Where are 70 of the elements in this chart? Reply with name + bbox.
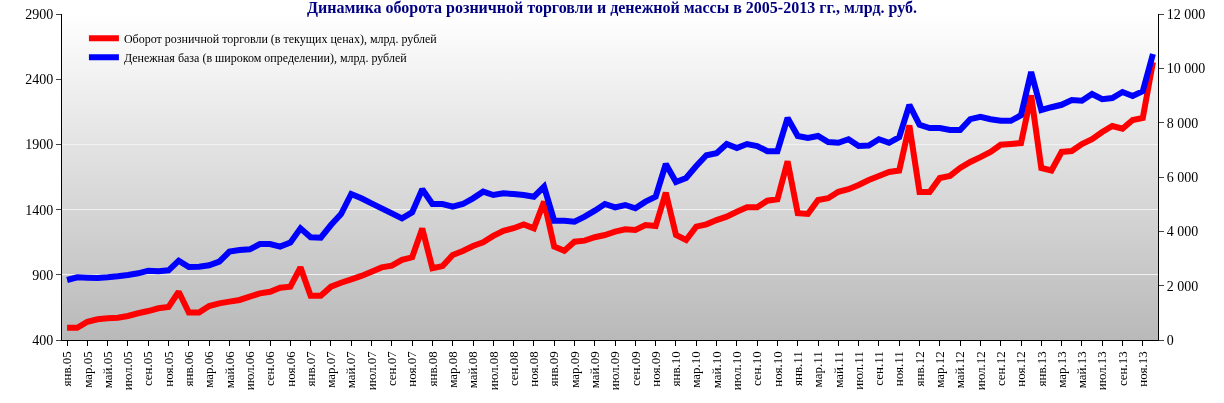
x-tick-label: сен.10: [749, 351, 765, 387]
y-tick-label: 900: [32, 267, 54, 283]
x-tick-label: мар.06: [201, 350, 217, 388]
x-tick-label: май.06: [221, 350, 237, 389]
y-tick-label: 400: [32, 332, 54, 348]
x-tick-label: мар.11: [810, 351, 826, 388]
x-tick-label: мар.12: [932, 351, 948, 388]
x-tick-label: мар.07: [323, 350, 339, 388]
x-tick-label: июл.06: [241, 350, 257, 391]
legend-label: Оборот розничной торговли (в текущих ценах), млрд. рублей: [123, 31, 438, 46]
x-tick-label: мар.05: [79, 351, 95, 388]
y-tick-label: 1400: [25, 202, 54, 218]
x-tick-label: ноя.08: [526, 351, 542, 387]
x-tick-label: ноя.07: [404, 350, 420, 387]
x-tick-label: сен.08: [505, 351, 521, 387]
y-tick-label: 2400: [25, 72, 54, 88]
x-tick-label: июл.05: [120, 351, 136, 391]
x-tick-label: сен.09: [627, 351, 643, 387]
x-tick-label: июл.11: [850, 351, 866, 390]
x-tick-label: май.13: [1074, 351, 1090, 389]
x-tick-label: янв.06: [181, 350, 197, 387]
x-tick-label: мар.08: [444, 351, 460, 388]
y2-tick-label: 4 000: [1166, 224, 1199, 240]
y2-tick-label: 0: [1166, 332, 1174, 348]
x-tick-label: май.11: [830, 351, 846, 388]
x-tick-label: май.07: [343, 350, 359, 389]
x-tick-label: янв.12: [911, 351, 927, 387]
chart-title: Динамика оборота розничной торговли и денежной массы в 2005-2013 гг., млрд. руб.: [306, 0, 918, 18]
x-tick-label: янв.11: [789, 351, 805, 387]
x-tick-label: июл.12: [972, 351, 988, 391]
x-tick-label: сен.13: [1114, 351, 1130, 387]
x-tick-label: янв.08: [424, 351, 440, 387]
x-tick-label: май.05: [99, 351, 115, 389]
y2-tick-label: 12 000: [1166, 6, 1206, 22]
legend-label: Денежная база (в широком определении), млрд. рублей: [123, 50, 408, 65]
x-tick-label: май.10: [708, 351, 724, 389]
y2-tick-label: 10 000: [1166, 61, 1206, 77]
x-tick-label: сен.06: [262, 350, 278, 387]
x-tick-label: мар.13: [1053, 351, 1069, 388]
x-tick-label: сен.05: [140, 351, 156, 387]
y2-tick-label: 2 000: [1166, 278, 1199, 294]
x-tick-label: сен.12: [992, 351, 1008, 387]
x-tick-label: ноя.06: [282, 350, 298, 387]
x-tick-label: май.08: [465, 351, 481, 389]
x-tick-label: июл.07: [363, 350, 379, 391]
x-tick-label: май.09: [587, 351, 603, 389]
x-tick-label: июл.08: [485, 351, 501, 391]
y2-tick-label: 6 000: [1166, 169, 1199, 185]
x-tick-label: янв.07: [302, 350, 318, 387]
x-tick-label: сен.11: [871, 351, 887, 386]
y-tick-label: 1900: [25, 137, 54, 153]
y-tick-label: 2900: [25, 6, 54, 22]
x-tick-label: ноя.13: [1135, 351, 1151, 387]
x-tick-label: июл.13: [1094, 351, 1110, 391]
x-tick-label: ноя.05: [160, 351, 176, 387]
x-tick-label: июл.10: [729, 351, 745, 391]
x-tick-label: янв.05: [59, 351, 75, 387]
x-tick-label: май.12: [952, 351, 968, 389]
x-tick-label: ноя.11: [891, 351, 907, 387]
y2-tick-label: 8 000: [1166, 115, 1199, 131]
x-tick-label: мар.09: [566, 351, 582, 388]
x-tick-label: мар.10: [688, 351, 704, 388]
x-tick-label: янв.13: [1033, 351, 1049, 387]
x-tick-label: июл.09: [607, 351, 623, 391]
x-tick-label: ноя.09: [647, 351, 663, 387]
x-tick-label: сен.07: [384, 350, 400, 387]
x-tick-label: янв.09: [546, 351, 562, 387]
x-tick-label: ноя.12: [1013, 351, 1029, 387]
x-tick-label: ноя.10: [769, 351, 785, 387]
x-tick-label: янв.10: [668, 351, 684, 387]
